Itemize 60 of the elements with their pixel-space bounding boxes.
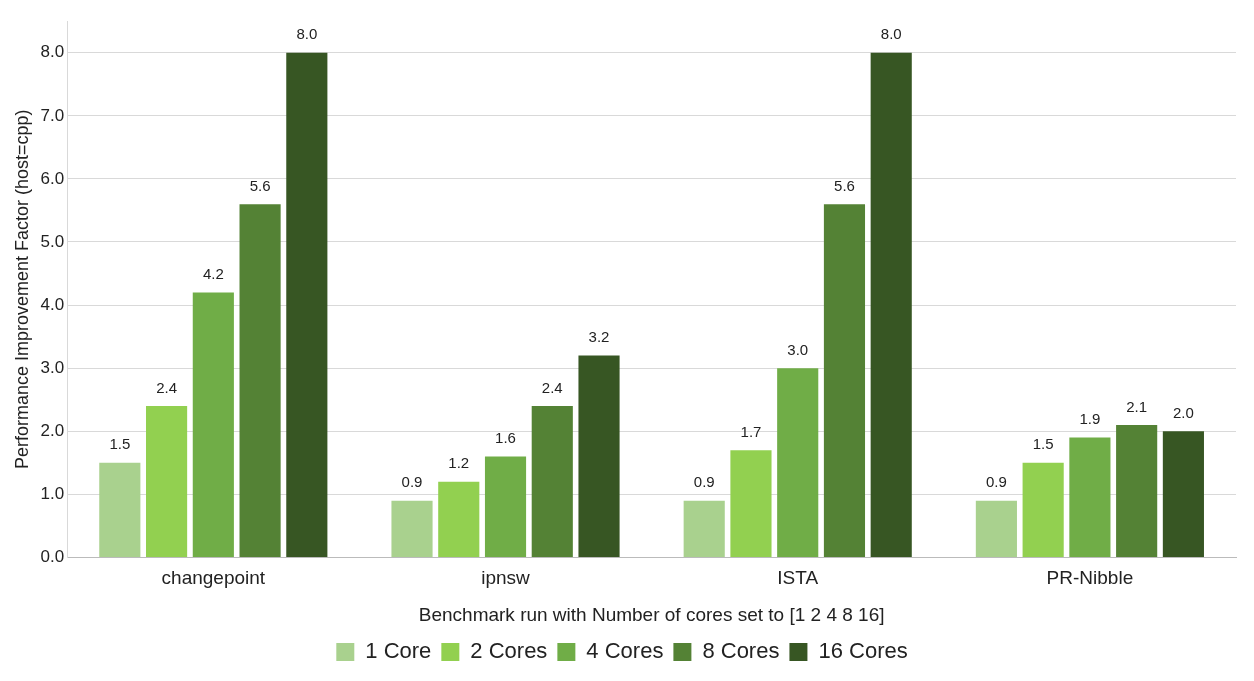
legend-label: 1 Core — [365, 638, 432, 664]
bar — [192, 292, 234, 557]
data-label: 1.6 — [495, 429, 516, 447]
legend-label: 4 Cores — [586, 638, 664, 664]
data-label: 1.9 — [1079, 410, 1101, 428]
bar — [975, 500, 1017, 557]
data-label: 1.7 — [740, 422, 762, 440]
bar — [870, 52, 912, 557]
bar — [484, 456, 527, 557]
bar — [1069, 437, 1111, 557]
y-tick-label: 5.0 — [40, 231, 65, 251]
x-tick-label: changepoint — [161, 567, 266, 589]
bar — [286, 52, 328, 557]
data-label: 2.1 — [1126, 397, 1148, 415]
data-label: 3.0 — [787, 340, 809, 358]
y-tick-label: 6.0 — [40, 168, 65, 188]
y-tick-label: 1.0 — [40, 484, 65, 504]
x-tick-label: PR-Nibble — [1046, 567, 1134, 589]
bar — [146, 406, 188, 557]
bar — [1116, 424, 1158, 557]
bar — [391, 500, 433, 557]
y-tick-label: 3.0 — [40, 357, 65, 377]
bar — [823, 204, 866, 557]
data-label: 0.9 — [401, 473, 423, 491]
y-tick-label: 7.0 — [40, 105, 65, 125]
data-label: 0.9 — [693, 473, 715, 491]
data-label: 1.5 — [1032, 435, 1054, 453]
data-label: 5.6 — [249, 176, 271, 194]
bar — [1022, 462, 1064, 557]
y-tick-label: 0.0 — [40, 547, 65, 567]
data-label: 4.2 — [202, 265, 224, 283]
data-label: 2.4 — [541, 378, 563, 396]
x-tick-label: ISTA — [777, 567, 819, 589]
x-tick-label: ipnsw — [481, 567, 531, 589]
data-label: 8.0 — [880, 25, 902, 43]
bar — [99, 462, 141, 557]
y-tick-label: 4.0 — [40, 294, 65, 314]
data-label: 1.2 — [448, 454, 470, 472]
y-axis-title: Performance Improvement Factor (host=cpp) — [11, 109, 32, 470]
legend-label: 2 Cores — [470, 638, 548, 664]
data-label: 5.6 — [834, 176, 855, 194]
bar — [239, 204, 281, 557]
bar — [578, 355, 620, 557]
legend-label: 16 Cores — [818, 638, 908, 664]
data-label: 3.2 — [588, 328, 610, 346]
bar — [438, 481, 480, 557]
bar — [683, 500, 725, 557]
y-tick-label: 2.0 — [40, 420, 65, 440]
data-label: 0.9 — [985, 473, 1007, 491]
bar — [730, 450, 772, 557]
data-label: 2.4 — [156, 378, 178, 396]
data-label: 2.0 — [1172, 403, 1194, 421]
data-label: 1.5 — [109, 435, 131, 453]
data-label: 8.0 — [296, 25, 318, 43]
bar — [777, 368, 819, 557]
bar — [531, 406, 573, 557]
bar — [1162, 431, 1204, 557]
x-axis-title: Benchmark run with Number of cores set to [1 2 4 8 16] — [418, 603, 885, 625]
legend-label: 8 Cores — [702, 638, 780, 664]
y-tick-label: 8.0 — [40, 42, 65, 62]
